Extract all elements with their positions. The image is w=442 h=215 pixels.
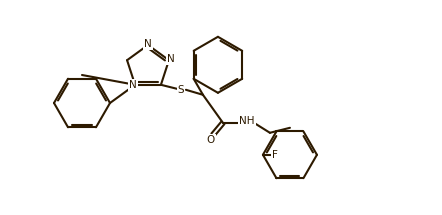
Text: S: S <box>178 85 184 95</box>
Text: NH: NH <box>239 116 255 126</box>
Text: F: F <box>272 150 278 160</box>
Text: N: N <box>144 39 152 49</box>
Text: N: N <box>167 54 175 64</box>
Text: O: O <box>207 135 215 145</box>
Text: N: N <box>129 80 137 90</box>
